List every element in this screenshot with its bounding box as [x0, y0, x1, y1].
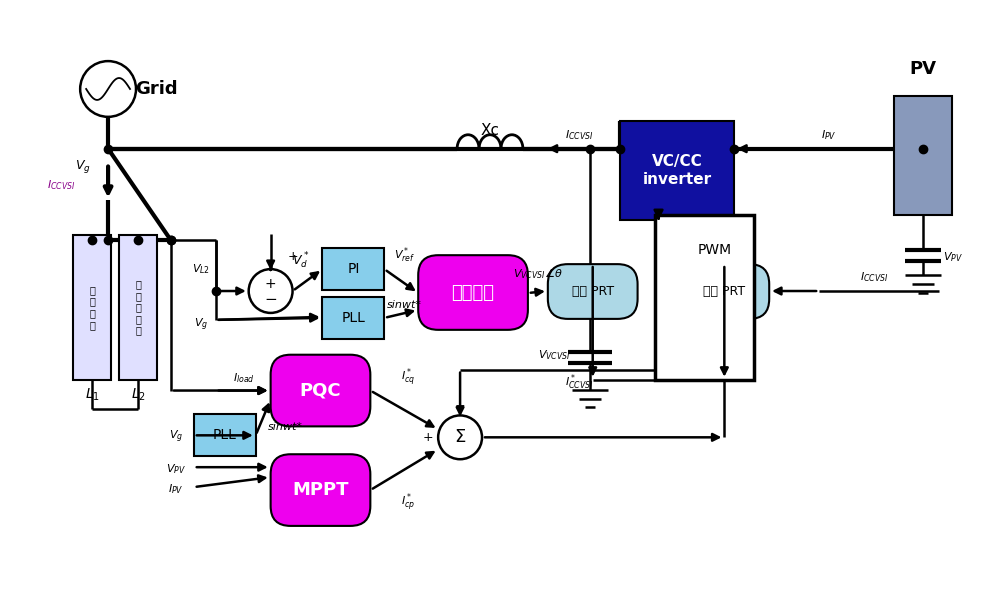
Text: PQC: PQC — [300, 382, 341, 399]
Text: $V_{VCVSI}\angle\theta$: $V_{VCVSI}\angle\theta$ — [513, 267, 563, 282]
Text: PWM: PWM — [697, 243, 731, 257]
Text: +: + — [423, 431, 434, 444]
Text: $L_2$: $L_2$ — [131, 386, 145, 403]
Text: $I_{CCVSI}$: $I_{CCVSI}$ — [860, 270, 889, 284]
Text: $V_{PV}$: $V_{PV}$ — [166, 462, 186, 476]
Text: Xc: Xc — [481, 123, 499, 138]
Text: PI: PI — [347, 262, 360, 276]
Bar — [73, 235, 111, 379]
Text: +: + — [264, 277, 276, 291]
Text: MPPT: MPPT — [292, 481, 349, 499]
FancyBboxPatch shape — [679, 264, 770, 319]
Circle shape — [438, 415, 482, 459]
Text: $V_{L2}$: $V_{L2}$ — [192, 262, 209, 276]
Text: $I_{cq}^*$: $I_{cq}^*$ — [401, 366, 416, 389]
FancyBboxPatch shape — [270, 454, 371, 526]
Text: $V_{VCVSI}$: $V_{VCVSI}$ — [539, 348, 571, 362]
Text: $I_{PV}$: $I_{PV}$ — [821, 128, 837, 142]
Text: $I_{CCVSI}$: $I_{CCVSI}$ — [47, 178, 76, 193]
Bar — [322, 297, 384, 339]
FancyBboxPatch shape — [418, 255, 528, 330]
Text: Σ: Σ — [454, 428, 466, 446]
Text: $I_{load}$: $I_{load}$ — [233, 370, 255, 385]
Bar — [322, 248, 384, 290]
Bar — [619, 121, 734, 220]
Text: $L_1$: $L_1$ — [85, 386, 99, 403]
FancyBboxPatch shape — [548, 264, 638, 319]
Text: $V_{ref}^*$: $V_{ref}^*$ — [393, 246, 415, 265]
Text: 지
능
형
부
하: 지 능 형 부 하 — [135, 279, 141, 336]
Text: −: − — [264, 293, 277, 307]
Text: $I_{CCVSI}$: $I_{CCVSI}$ — [565, 128, 594, 142]
Bar — [655, 216, 754, 379]
Text: $I_{PV}$: $I_{PV}$ — [168, 482, 184, 496]
Text: PV: PV — [909, 60, 936, 78]
Bar — [894, 96, 952, 216]
Bar — [119, 235, 157, 379]
Text: VC/CC
inverter: VC/CC inverter — [643, 154, 712, 187]
Text: +: + — [455, 399, 465, 412]
Text: $V_{PV}$: $V_{PV}$ — [943, 250, 962, 264]
Bar — [194, 415, 256, 456]
Text: $I_{cp}^*$: $I_{cp}^*$ — [401, 492, 415, 514]
Text: PLL: PLL — [341, 311, 366, 325]
Text: PLL: PLL — [212, 428, 237, 442]
Text: $V_d^*$: $V_d^*$ — [292, 251, 310, 272]
Text: sinwt*: sinwt* — [386, 300, 422, 310]
Text: Grid: Grid — [135, 80, 177, 98]
Text: $+$: $+$ — [287, 250, 298, 263]
Text: $V_g$: $V_g$ — [194, 317, 208, 333]
Text: $V_g$: $V_g$ — [169, 428, 183, 445]
Text: sinwt*: sinwt* — [268, 422, 303, 432]
Text: 조명절전: 조명절전 — [451, 283, 494, 302]
Text: 전류 PRT: 전류 PRT — [703, 285, 745, 298]
Text: $V_g$: $V_g$ — [76, 158, 91, 175]
Circle shape — [249, 269, 293, 313]
Text: 일
반
부
하: 일 반 부 하 — [89, 285, 95, 330]
FancyBboxPatch shape — [270, 355, 371, 426]
Text: 전압 PRT: 전압 PRT — [572, 285, 613, 298]
Text: $I_{CCVSI}^*$: $I_{CCVSI}^*$ — [565, 373, 594, 392]
